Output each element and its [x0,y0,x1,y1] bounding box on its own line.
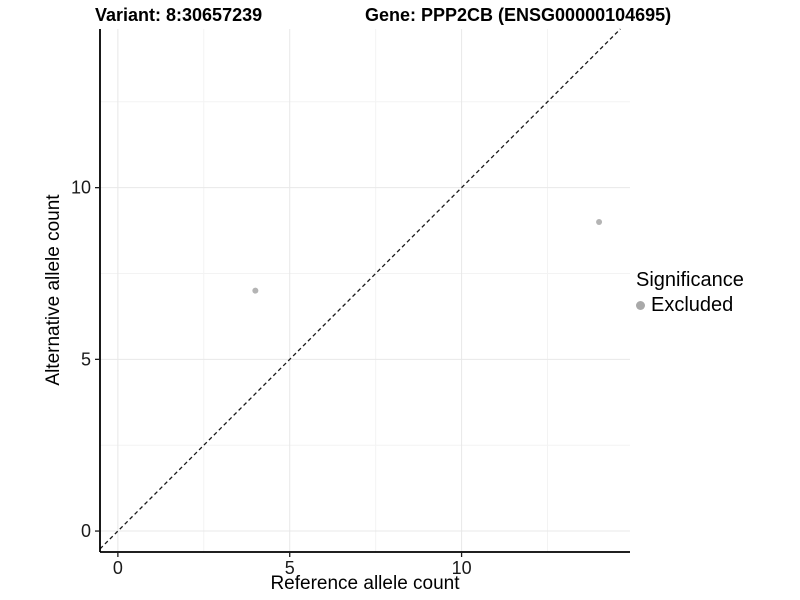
y-tick-label: 10 [71,178,91,198]
x-tick-label: 0 [113,558,123,578]
identity-line [99,28,621,550]
gene-title: Gene: PPP2CB (ENSG00000104695) [365,5,672,25]
legend-item-excluded: Excluded [636,294,744,317]
x-tick-label: 5 [285,558,295,578]
variant-title: Variant: 8:30657239 [95,5,263,25]
y-tick-label: 0 [81,521,91,541]
x-axis-title: Reference allele count [270,573,460,594]
legend-title: Significance [636,269,744,291]
data-point [252,287,259,294]
y-tick-label: 5 [81,349,91,369]
legend: Significance Excluded [636,269,744,317]
excluded-point-swatch [636,301,645,310]
y-axis-title: Alternative allele count [43,194,64,386]
x-tick-label: 10 [452,558,472,578]
legend-item-label: Excluded [651,294,734,316]
data-point [596,218,603,225]
